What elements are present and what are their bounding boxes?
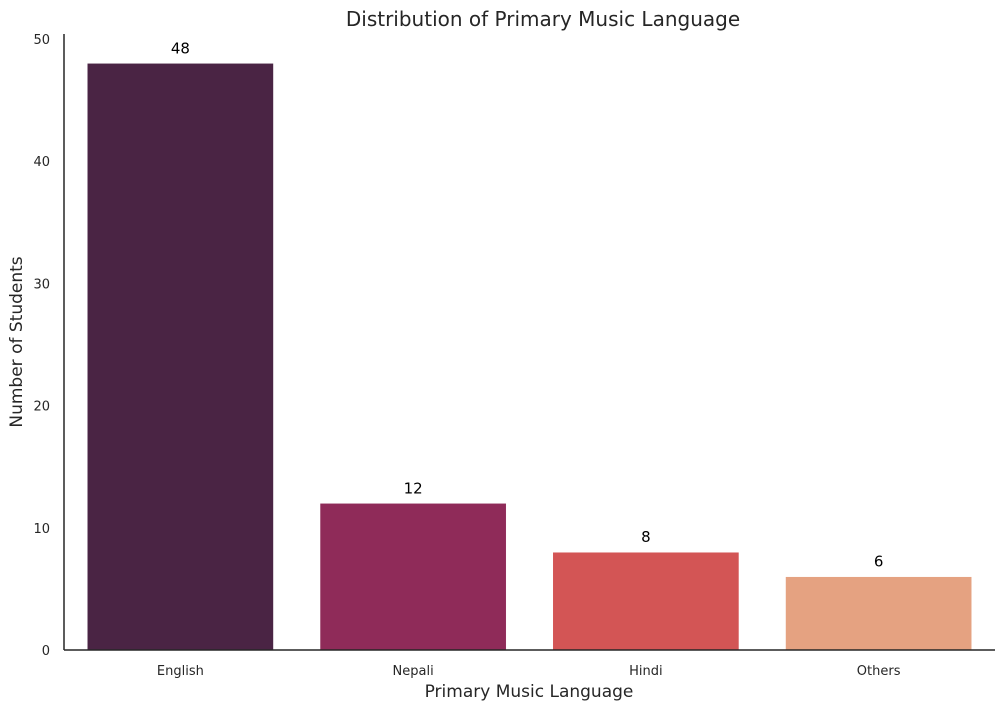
- bar-nepali: [319, 503, 507, 651]
- data-label-nepali: 12: [404, 479, 423, 497]
- bar-hindi: [552, 551, 740, 651]
- data-labels-group: 48 12 8 6: [171, 39, 884, 570]
- y-tick-label-0: 0: [42, 644, 50, 659]
- data-label-others: 6: [874, 553, 884, 571]
- y-tick-label-30: 30: [33, 277, 50, 292]
- x-tick-label-others: Others: [857, 664, 901, 679]
- x-tick-label-hindi: Hindi: [629, 664, 663, 679]
- chart-title: Distribution of Primary Music Language: [346, 7, 740, 31]
- y-tick-label-40: 40: [33, 155, 50, 170]
- bar-english: [87, 63, 274, 651]
- data-label-hindi: 8: [641, 528, 651, 546]
- y-tick-label-20: 20: [33, 400, 50, 415]
- bar-others: [785, 576, 972, 651]
- y-ticks-group: 0 10 20 30 40 50: [33, 33, 50, 659]
- data-label-english: 48: [171, 39, 190, 57]
- x-tick-label-nepali: Nepali: [393, 664, 434, 679]
- x-ticks-group: English Nepali Hindi Others: [157, 664, 901, 679]
- y-tick-label-50: 50: [33, 33, 50, 48]
- x-tick-label-english: English: [157, 664, 204, 679]
- x-axis-label: Primary Music Language: [425, 682, 634, 702]
- y-tick-label-10: 10: [33, 522, 50, 537]
- y-axis-label: Number of Students: [7, 256, 27, 427]
- bars-group: [87, 63, 972, 651]
